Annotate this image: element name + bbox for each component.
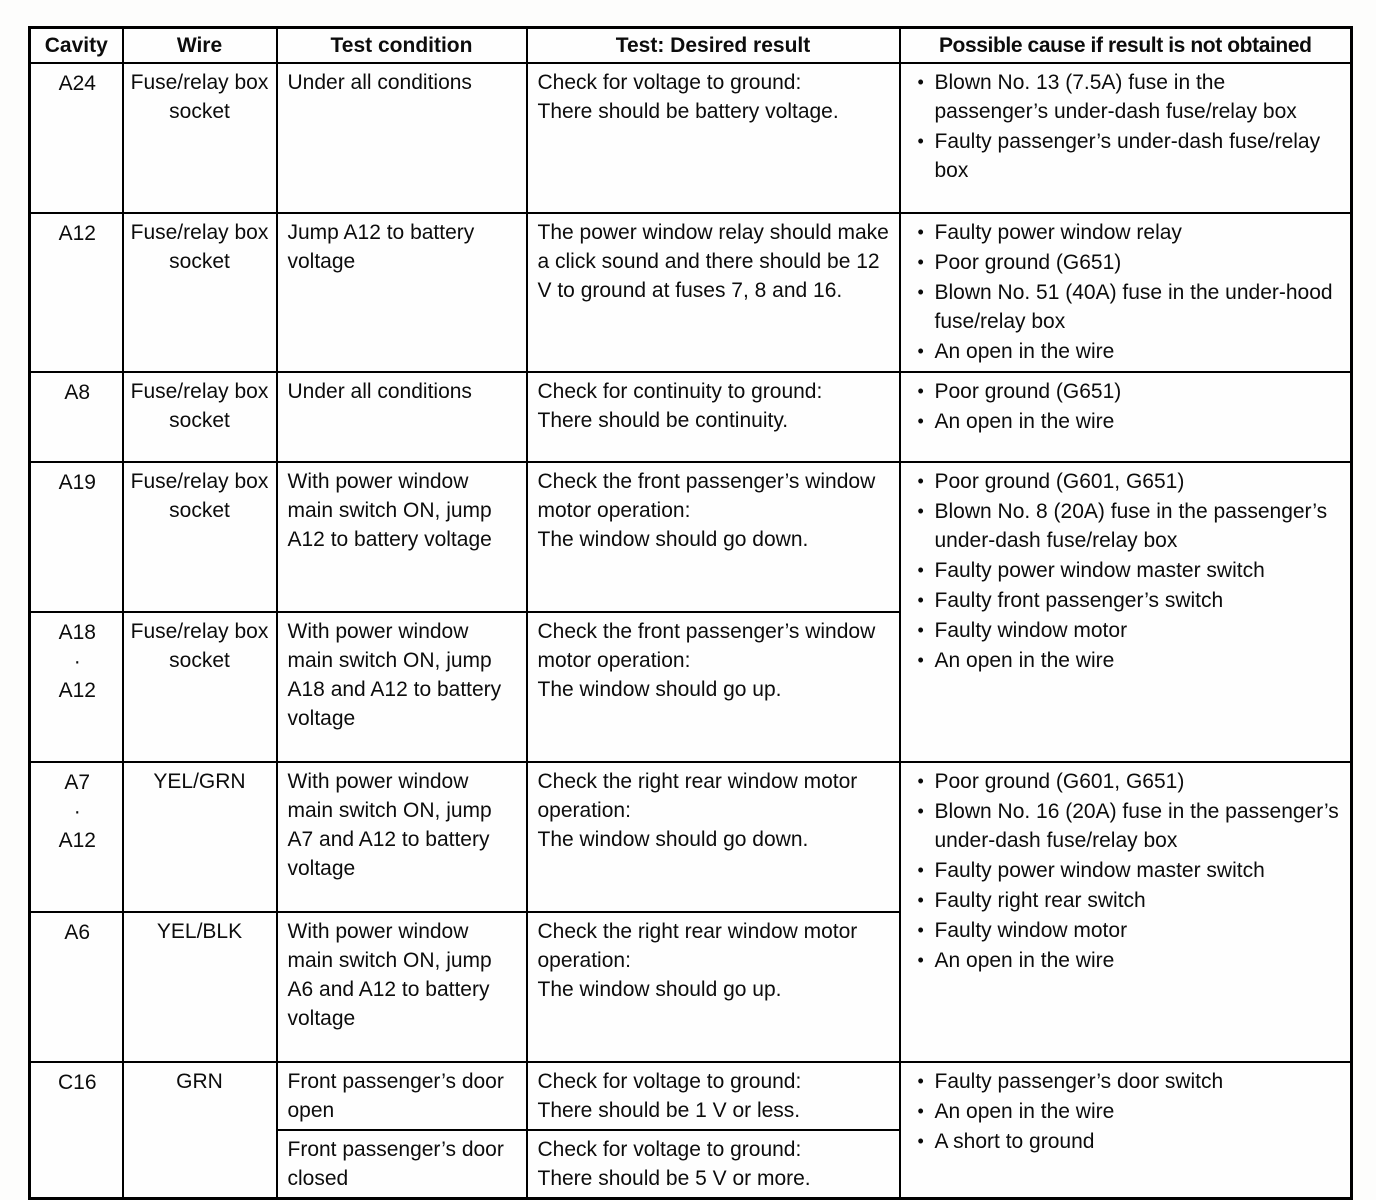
desired-result-cell: Check for voltage to ground: There shoul… <box>525 1129 901 1200</box>
cause-item: Faulty passenger’s under-dash fuse/relay… <box>909 127 1345 185</box>
wire-cell: YEL/GRN <box>121 761 278 913</box>
desired-result-cell: Check for continuity to ground: There sh… <box>525 371 901 463</box>
test-condition-cell: With power window main switch ON, jump A… <box>275 911 528 1063</box>
possible-cause-cell: Poor ground (G651)An open in the wire <box>898 371 1353 463</box>
header-cavity: Cavity <box>28 26 124 64</box>
table-row-a7-a12: A7 · A12 YEL/GRN With power window main … <box>28 761 1353 1063</box>
table-row-a19: A19 Fuse/relay box socket With power win… <box>28 461 1353 763</box>
possible-cause-cell-merged: Poor ground (G601, G651)Blown No. 8 (20A… <box>898 461 1353 763</box>
cause-item: An open in the wire <box>909 1097 1345 1126</box>
header-wire: Wire <box>121 26 278 64</box>
table-row-a8: A8 Fuse/relay box socket Under all condi… <box>28 371 1353 463</box>
cause-list: Faulty power window relayPoor ground (G6… <box>909 218 1345 366</box>
cause-item: Poor ground (G601, G651) <box>909 767 1345 796</box>
test-condition-cell: Under all conditions <box>275 62 528 214</box>
troubleshooting-table: Cavity Wire Test condition Test: Desired… <box>28 26 1353 1200</box>
test-condition-cell: With power window main switch ON, jump A… <box>275 461 528 613</box>
cavity-cell: A7 · A12 <box>28 761 124 913</box>
desired-result-cell: The power window relay should make a cli… <box>525 212 901 373</box>
cavity-cell: A19 <box>28 461 124 613</box>
desired-result-cell: Check the front passenger’s window motor… <box>525 611 901 763</box>
test-condition-cell: Under all conditions <box>275 371 528 463</box>
wire-cell: Fuse/relay box socket <box>121 371 278 463</box>
possible-cause-cell-merged: Poor ground (G601, G651)Blown No. 16 (20… <box>898 761 1353 1063</box>
table-row-c16-door-open: C16 GRN Front passenger’s door open Chec… <box>28 1061 1353 1200</box>
cause-list: Poor ground (G651)An open in the wire <box>909 377 1345 436</box>
cause-item: An open in the wire <box>909 646 1345 675</box>
cause-item: Blown No. 8 (20A) fuse in the passenger’… <box>909 497 1345 555</box>
cause-item: Faulty right rear switch <box>909 886 1345 915</box>
cause-item: Faulty power window relay <box>909 218 1345 247</box>
desired-result-cell: Check for voltage to ground: There shoul… <box>525 1061 901 1131</box>
table-row-a12: A12 Fuse/relay box socket Jump A12 to ba… <box>28 212 1353 373</box>
cause-list: Faulty passenger’s door switchAn open in… <box>909 1067 1345 1156</box>
cavity-cell: C16 <box>28 1061 124 1200</box>
wire-cell: Fuse/relay box socket <box>121 212 278 373</box>
cause-item: Faulty power window master switch <box>909 556 1345 585</box>
scanned-manual-page: Cavity Wire Test condition Test: Desired… <box>28 26 1353 1200</box>
cause-list: Poor ground (G601, G651)Blown No. 8 (20A… <box>909 467 1345 675</box>
desired-result-cell: Check for voltage to ground: There shoul… <box>525 62 901 214</box>
cause-item: A short to ground <box>909 1127 1345 1156</box>
cavity-cell: A12 <box>28 212 124 373</box>
cause-item: Faulty power window master switch <box>909 856 1345 885</box>
header-desired-result: Test: Desired result <box>525 26 901 64</box>
cause-list: Blown No. 13 (7.5A) fuse in the passenge… <box>909 68 1345 185</box>
cause-item: Faulty window motor <box>909 616 1345 645</box>
wire-cell: Fuse/relay box socket <box>121 611 278 763</box>
test-condition-cell: With power window main switch ON, jump A… <box>275 761 528 913</box>
cause-item: Poor ground (G601, G651) <box>909 467 1345 496</box>
wire-cell: YEL/BLK <box>121 911 278 1063</box>
table-row-a24: A24 Fuse/relay box socket Under all cond… <box>28 62 1353 214</box>
cause-list: Poor ground (G601, G651)Blown No. 16 (20… <box>909 767 1345 975</box>
cavity-cell: A6 <box>28 911 124 1063</box>
test-condition-cell: With power window main switch ON, jump A… <box>275 611 528 763</box>
test-condition-cell: Front passenger’s door open <box>275 1061 528 1131</box>
possible-cause-cell-merged: Faulty passenger’s door switchAn open in… <box>898 1061 1353 1200</box>
cause-item: Poor ground (G651) <box>909 248 1345 277</box>
cavity-cell: A24 <box>28 62 124 214</box>
header-test-condition: Test condition <box>275 26 528 64</box>
desired-result-cell: Check the right rear window motor operat… <box>525 911 901 1063</box>
test-condition-cell: Front passenger’s door closed <box>275 1129 528 1200</box>
cause-item: Blown No. 16 (20A) fuse in the passenger… <box>909 797 1345 855</box>
desired-result-cell: Check the front passenger’s window motor… <box>525 461 901 613</box>
cause-item: An open in the wire <box>909 407 1345 436</box>
test-condition-cell: Jump A12 to battery voltage <box>275 212 528 373</box>
cause-item: An open in the wire <box>909 946 1345 975</box>
wire-cell: Fuse/relay box socket <box>121 62 278 214</box>
table-row-a18-a12: A18 · A12 Fuse/relay box socket With pow… <box>28 611 1352 763</box>
cavity-cell: A8 <box>28 371 124 463</box>
table-row-c16-door-closed: Front passenger’s door closed Check for … <box>30 1129 1352 1200</box>
cause-item: Faulty window motor <box>909 916 1345 945</box>
cavity-cell: A18 · A12 <box>28 611 124 763</box>
cause-item: Blown No. 13 (7.5A) fuse in the passenge… <box>909 68 1345 126</box>
wire-cell: Fuse/relay box socket <box>121 461 278 613</box>
cause-item: Poor ground (G651) <box>909 377 1345 406</box>
cause-item: An open in the wire <box>909 337 1345 366</box>
cause-item: Faulty passenger’s door switch <box>909 1067 1345 1096</box>
header-row: Cavity Wire Test condition Test: Desired… <box>28 26 1353 64</box>
header-possible-cause: Possible cause if result is not obtained <box>898 26 1353 64</box>
desired-result-cell: Check the right rear window motor operat… <box>525 761 901 913</box>
cause-item: Faulty front passenger’s switch <box>909 586 1345 615</box>
wire-cell: GRN <box>121 1061 278 1200</box>
cause-item: Blown No. 51 (40A) fuse in the under-hoo… <box>909 278 1345 336</box>
table-row-a6: A6 YEL/BLK With power window main switch… <box>28 911 1352 1063</box>
possible-cause-cell: Faulty power window relayPoor ground (G6… <box>898 212 1353 373</box>
possible-cause-cell: Blown No. 13 (7.5A) fuse in the passenge… <box>898 62 1353 214</box>
